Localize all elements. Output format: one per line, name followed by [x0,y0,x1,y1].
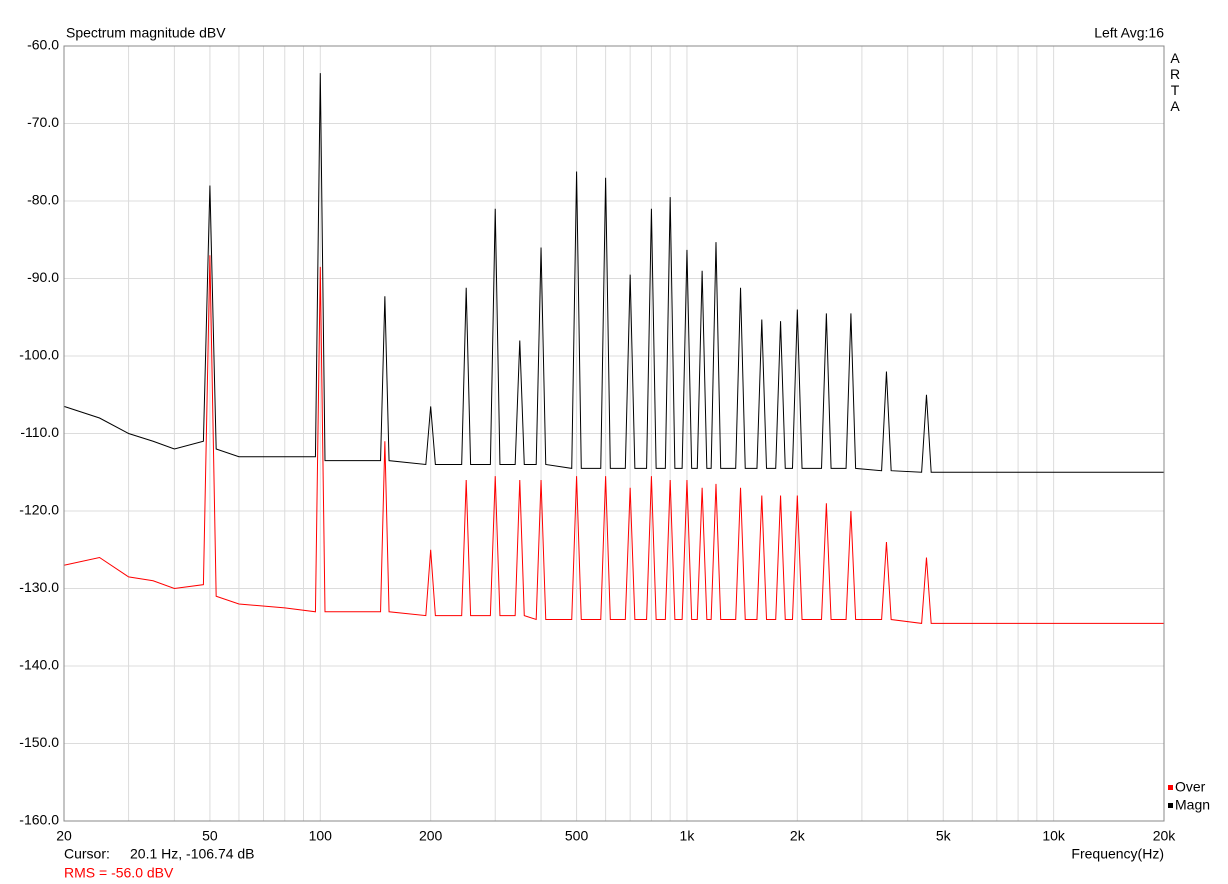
x-tick-label: 200 [419,828,443,844]
y-tick-label: -160.0 [19,812,59,828]
legend-swatch [1168,785,1173,790]
x-axis-label: Frequency(Hz) [1071,846,1164,862]
legend-label: Over [1175,779,1206,795]
x-tick-label: 5k [936,828,952,844]
legend: Magn Over [1168,779,1210,813]
lines [63,73,1164,624]
y-tick-label: -80.0 [27,192,59,208]
channel-label: Left Avg:16 [1094,25,1164,41]
cursor-label: Cursor: [64,846,110,862]
y-tick-label: -60.0 [27,37,59,53]
x-tick-label: 2k [790,828,806,844]
series-line [63,73,1164,473]
y-tick-label: -70.0 [27,114,59,130]
legend-label: Magn [1175,797,1210,813]
y-tick-label: -150.0 [19,734,59,750]
x-tick-label: 20 [56,828,72,844]
chart-title: Spectrum magnitude dBV [66,25,226,41]
legend-swatch [1168,803,1173,808]
x-tick-label: 20k [1153,828,1177,844]
cursor-value: 20.1 Hz, -106.74 dB [130,846,255,862]
plot-frame [63,45,1165,822]
side-label: ARTA [1167,50,1183,114]
y-tick-label: -90.0 [27,269,59,285]
y-tick-label: -100.0 [19,347,59,363]
x-tick-label: 1k [680,828,696,844]
x-tick-label: 10k [1042,828,1066,844]
rms-label: RMS = -56.0 dBV [64,865,174,881]
series-line [63,255,1164,624]
y-tick-label: -140.0 [19,657,59,673]
x-tick-label: 100 [309,828,333,844]
y-tick-label: -120.0 [19,502,59,518]
y-tick-label: -110.0 [20,424,59,440]
x-tick-label: 500 [565,828,589,844]
x-tick-label: 50 [202,828,218,844]
y-tick-label: -130.0 [19,579,59,595]
